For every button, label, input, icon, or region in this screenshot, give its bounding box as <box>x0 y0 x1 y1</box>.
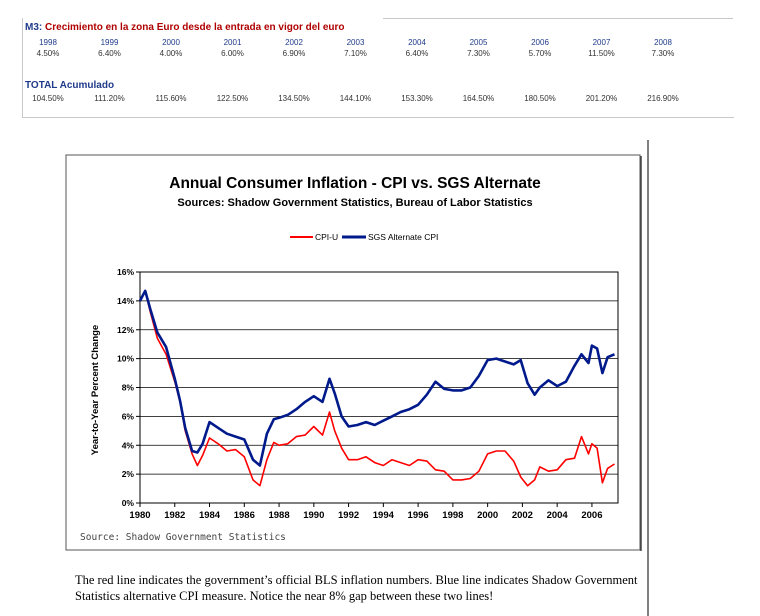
table-year-cell: 2000 <box>162 38 180 47</box>
x-tick-label: 2004 <box>547 510 569 521</box>
table-growth-cell: 6.40% <box>405 49 429 58</box>
m3-growth-table: M3: Crecimiento en la zona Euro desde la… <box>22 18 734 118</box>
table-growth-cell: 4.00% <box>159 49 183 58</box>
table-year-cell: 2001 <box>223 38 242 47</box>
x-tick-label: 1990 <box>303 510 324 521</box>
table-total-cell: 164.50% <box>462 94 495 103</box>
y-tick-label: 12% <box>117 325 134 335</box>
table-total-cell: 115.60% <box>155 94 187 103</box>
table-year-cell: 2005 <box>469 38 488 47</box>
table-total-label: TOTAL Acumulado <box>25 80 115 91</box>
x-tick-label: 1986 <box>234 510 255 521</box>
x-tick-label: 1982 <box>164 510 185 521</box>
y-tick-label: 16% <box>117 267 134 277</box>
x-tick-label: 1998 <box>442 510 463 521</box>
table-growth-cell: 6.00% <box>221 49 244 58</box>
series-line-cpi-u <box>139 289 615 487</box>
table-total-cell: 153.30% <box>401 94 433 103</box>
table-total-cell: 122.50% <box>216 94 249 103</box>
chart-subtitle: Sources: Shadow Government Statistics, B… <box>177 197 532 209</box>
table-title-text: Crecimiento en la zona Euro desde la ent… <box>45 22 345 33</box>
table-title: M3: Crecimiento en la zona Euro desde la… <box>25 22 345 33</box>
x-tick-label: 1988 <box>268 510 289 521</box>
x-tick-label: 2002 <box>512 510 533 521</box>
table-title-prefix: M3: <box>25 22 43 33</box>
table-year-cell: 1999 <box>100 38 119 47</box>
chart-title: Annual Consumer Inflation - CPI vs. SGS … <box>169 175 541 192</box>
table-total-cell: 111.20% <box>94 94 125 103</box>
table-year-cell: 2006 <box>531 38 549 47</box>
series-line-sgs-alternate <box>138 289 616 467</box>
x-tick-label: 1992 <box>338 510 359 521</box>
table-top-border <box>383 18 733 19</box>
y-tick-label: 10% <box>117 354 134 364</box>
table-growth-cell: 7.30% <box>467 49 490 58</box>
chart-caption: The red line indicates the government’s … <box>75 573 638 603</box>
table-total-cell: 216.90% <box>647 94 679 103</box>
x-axis-ticks: 1980 1982 1984 1986 1988 1990 1992 1994 1996 1998… <box>129 503 602 521</box>
table-growth-cell: 7.30% <box>651 49 675 58</box>
chart-legend: CPI-U SGS Alternate CPI <box>290 232 438 242</box>
y-axis-ticks: 0% 2% 4% 6% 8% 10% 12% 14% 16% <box>117 267 140 508</box>
y-tick-label: 0% <box>122 498 135 508</box>
table-growth-cell: 11.50% <box>588 49 615 58</box>
chart-outer-frame <box>65 154 641 551</box>
x-tick-label: 1984 <box>199 510 221 521</box>
table-growth-cell: 6.40% <box>98 49 121 58</box>
table-total-cell: 201.20% <box>585 94 618 103</box>
table-growth-cell: 6.90% <box>282 49 306 58</box>
table-total-cell: 180.50% <box>524 94 556 103</box>
table-total-cell: 104.50% <box>32 94 64 103</box>
table-total-cell: 144.10% <box>339 94 372 103</box>
y-tick-label: 6% <box>122 411 135 421</box>
y-tick-label: 2% <box>122 469 135 479</box>
table-year-cell: 2003 <box>346 38 365 47</box>
table-year-cell: 2002 <box>285 38 303 47</box>
x-tick-label: 1994 <box>373 510 395 521</box>
table-year-cell: 2004 <box>408 38 426 47</box>
legend-label-cpi-u: CPI-U <box>315 232 338 242</box>
table-year-cell: 2007 <box>592 38 611 47</box>
y-tick-label: 14% <box>117 296 134 306</box>
table-growth-cell: 4.50% <box>36 49 60 58</box>
chart-source-note: Source: Shadow Government Statistics <box>80 532 286 543</box>
chart-series <box>138 289 616 487</box>
y-axis-label: Year-to-Year Percent Change <box>90 325 101 455</box>
y-tick-label: 8% <box>122 383 135 393</box>
y-tick-label: 4% <box>122 440 135 450</box>
x-tick-label: 1980 <box>129 510 150 521</box>
table-growth-cell: 7.10% <box>344 49 367 58</box>
table-total-cell: 134.50% <box>278 94 310 103</box>
legend-label-sgs: SGS Alternate CPI <box>368 232 438 242</box>
table-year-cell: 2008 <box>654 38 672 47</box>
table-year-cell: 1998 <box>39 38 57 47</box>
x-tick-label: 2000 <box>477 510 498 521</box>
x-tick-label: 2006 <box>581 510 602 521</box>
table-growth-cell: 5.70% <box>528 49 552 58</box>
x-tick-label: 1996 <box>408 510 429 521</box>
